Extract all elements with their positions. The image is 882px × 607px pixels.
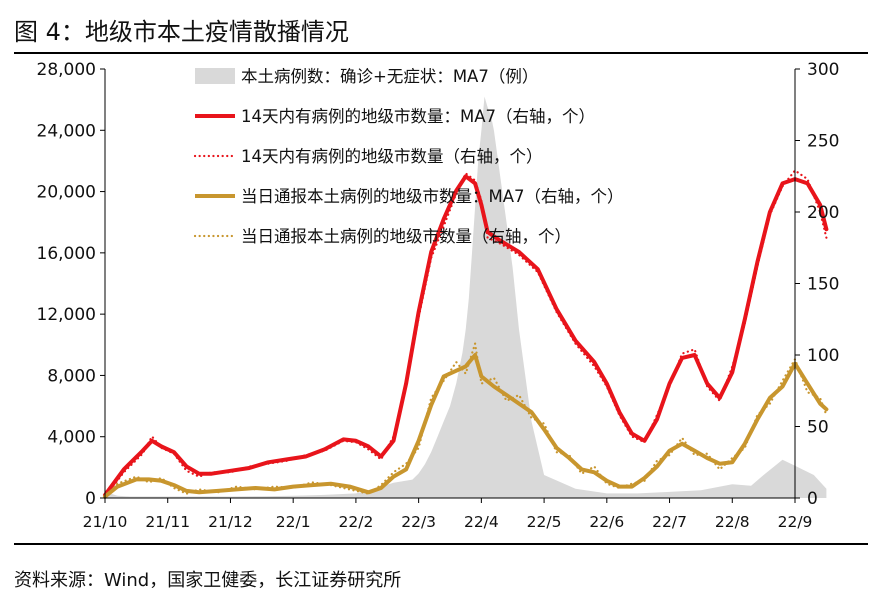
left-tick-label: 28,000 (37, 60, 96, 80)
left-tick-label: 8,000 (47, 366, 96, 386)
right-tick-label: 0 (807, 489, 818, 509)
x-tick-label: 22/7 (652, 513, 687, 531)
series-line-3 (103, 353, 829, 499)
series-lines-layer (103, 169, 829, 500)
top-rule (14, 52, 868, 54)
left-tick-label: 4,000 (47, 428, 96, 448)
axes-layer: 0 4,000 8,000 12,000 16,000 20,000 24,000 28,00… (37, 60, 840, 531)
legend-label: 当日通报本土病例的地级市数量：MA7（右轴，个） (241, 187, 624, 206)
left-tick-label: 20,000 (37, 183, 96, 203)
series-line-2 (103, 169, 828, 498)
right-tick-label: 50 (807, 418, 829, 438)
left-tick-label: 16,000 (37, 244, 96, 264)
left-tick-label: 12,000 (37, 305, 96, 325)
figure-title: 图 4：地级市本土疫情散播情况 (14, 18, 349, 46)
x-tick-label: 22/1 (276, 513, 311, 531)
x-tick-label: 22/5 (527, 513, 562, 531)
right-tick-label: 100 (807, 346, 839, 366)
right-tick-label: 300 (807, 60, 839, 80)
x-tick-label: 21/10 (83, 513, 128, 531)
legend-label: 14天内有病例的地级市数量（右轴，个） (241, 147, 543, 166)
legend-swatch-area (195, 68, 235, 84)
x-tick-label: 22/8 (715, 513, 750, 531)
x-tick-label: 21/11 (145, 513, 190, 531)
x-tick-label: 22/4 (464, 513, 499, 531)
left-tick-label: 24,000 (37, 121, 96, 141)
x-tick-label: 21/12 (208, 513, 253, 531)
right-tick-label: 200 (807, 203, 839, 223)
right-tick-label: 250 (807, 132, 839, 152)
left-tick-label: 0 (85, 489, 96, 509)
legend-label: 当日通报本土病例的地级市数量（右轴，个） (241, 227, 571, 246)
legend: 本土病例数：确诊+无症状：MA7（例） 14天内有病例的地级市数量：MA7（右轴，… (193, 67, 624, 246)
x-tick-label: 22/9 (778, 513, 813, 531)
bottom-rule (14, 543, 868, 545)
x-tick-label: 22/3 (401, 513, 436, 531)
right-tick-label: 150 (807, 275, 839, 295)
source-note: 资料来源：Wind，国家卫健委，长江证券研究所 (14, 570, 402, 591)
series-line-4 (103, 342, 828, 500)
cases-area-layer (105, 96, 827, 498)
legend-label: 14天内有病例的地级市数量：MA7（右轴，个） (241, 107, 595, 126)
legend-label: 本土病例数：确诊+无症状：MA7（例） (241, 67, 538, 86)
x-tick-label: 22/2 (339, 513, 374, 531)
series-cases-area (105, 96, 827, 498)
x-tick-label: 22/6 (589, 513, 624, 531)
